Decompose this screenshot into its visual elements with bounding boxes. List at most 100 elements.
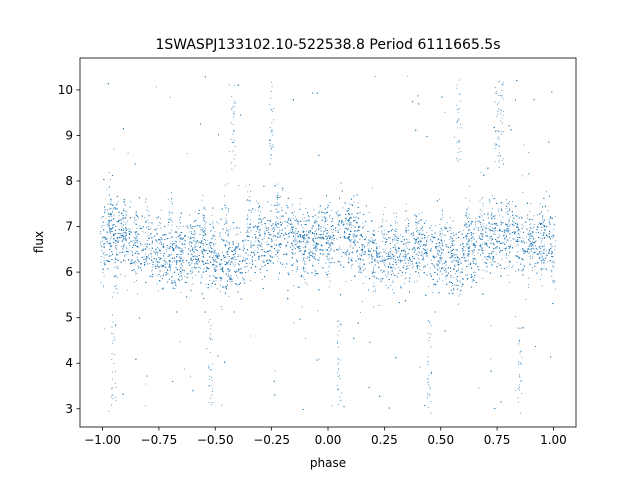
data-point <box>365 276 367 278</box>
data-point <box>318 233 320 235</box>
data-point <box>117 219 119 221</box>
data-point <box>228 243 230 245</box>
data-point <box>111 244 113 247</box>
data-point <box>438 245 440 247</box>
data-point <box>352 252 354 254</box>
data-point <box>547 236 549 238</box>
data-point <box>121 212 123 214</box>
data-point <box>299 247 301 249</box>
data-point <box>475 218 477 220</box>
data-point <box>357 266 359 268</box>
data-point <box>179 341 181 343</box>
data-point <box>255 231 257 233</box>
data-point <box>528 246 530 248</box>
data-point <box>518 234 520 236</box>
data-point <box>324 221 326 223</box>
data-point <box>338 247 340 250</box>
data-point <box>394 234 396 236</box>
data-point <box>220 306 222 308</box>
data-point <box>492 233 495 235</box>
data-point <box>273 228 276 230</box>
data-point <box>250 240 252 242</box>
data-point <box>290 246 292 248</box>
data-point <box>155 259 157 262</box>
data-point <box>272 235 274 237</box>
data-point <box>371 253 373 255</box>
data-point <box>212 275 214 277</box>
data-point <box>159 217 161 220</box>
data-point <box>162 275 164 277</box>
data-point <box>375 243 377 245</box>
data-point <box>494 231 496 233</box>
data-point <box>229 281 231 283</box>
data-point <box>545 255 547 257</box>
data-point <box>358 212 360 214</box>
data-point <box>164 257 166 259</box>
data-point <box>527 283 529 286</box>
data-point <box>174 243 176 245</box>
data-point <box>116 238 118 240</box>
data-point <box>505 254 507 256</box>
data-point <box>192 247 194 249</box>
data-point <box>152 269 154 271</box>
data-point <box>305 207 307 209</box>
data-point <box>315 234 318 236</box>
data-point <box>427 285 430 288</box>
data-point <box>489 223 491 225</box>
data-point <box>352 225 354 227</box>
data-point <box>367 254 369 256</box>
data-point <box>467 226 469 228</box>
data-point <box>542 215 544 217</box>
data-point <box>516 261 518 263</box>
data-point <box>465 236 467 238</box>
data-point <box>545 229 547 231</box>
data-point <box>211 214 213 217</box>
data-point <box>458 295 460 297</box>
data-point <box>166 238 168 240</box>
data-point <box>188 264 190 266</box>
data-point <box>357 202 359 204</box>
data-point <box>290 227 292 229</box>
data-point <box>146 260 148 262</box>
data-point <box>459 293 461 295</box>
data-point <box>471 250 473 252</box>
data-point <box>149 262 151 265</box>
data-point <box>529 245 531 247</box>
data-point <box>243 244 245 246</box>
data-point <box>506 257 508 259</box>
data-point <box>437 254 439 256</box>
data-point <box>196 245 198 247</box>
data-point <box>271 204 273 206</box>
data-point <box>499 214 501 216</box>
data-point <box>237 262 239 264</box>
data-point <box>298 234 300 236</box>
data-point <box>194 232 196 234</box>
data-point <box>135 219 137 221</box>
data-point <box>345 280 347 283</box>
data-point <box>509 225 511 227</box>
data-point <box>176 232 178 234</box>
data-point <box>323 226 325 228</box>
data-point <box>496 116 498 118</box>
data-point <box>338 225 340 227</box>
data-point <box>196 262 198 264</box>
data-point <box>465 237 467 239</box>
data-point <box>533 252 535 254</box>
data-point <box>425 231 427 233</box>
data-point <box>296 241 298 243</box>
data-point <box>359 238 361 240</box>
data-point <box>525 298 527 300</box>
data-point <box>175 237 177 239</box>
data-point <box>287 219 289 221</box>
data-point <box>376 261 378 263</box>
data-point <box>377 252 379 254</box>
data-point <box>525 241 528 244</box>
data-point <box>319 228 321 230</box>
data-point <box>333 239 335 241</box>
data-point <box>513 238 516 240</box>
data-point <box>494 233 496 236</box>
data-point <box>389 237 392 239</box>
data-point <box>395 228 397 230</box>
data-point <box>474 246 476 249</box>
